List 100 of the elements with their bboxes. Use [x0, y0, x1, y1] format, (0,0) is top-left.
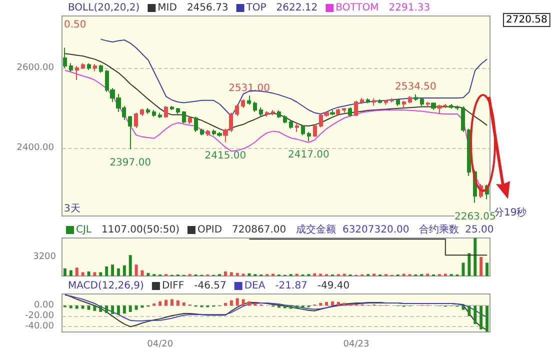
candlestick [128, 116, 132, 150]
candlestick [301, 124, 305, 136]
text: -46.57 [194, 280, 226, 292]
text: -21.87 [275, 280, 308, 292]
bar [468, 253, 471, 276]
bar [480, 306, 483, 330]
bar [99, 306, 102, 312]
candlestick [402, 100, 406, 108]
bar [176, 300, 180, 306]
bar [254, 302, 257, 306]
bar [182, 302, 186, 306]
candlestick [354, 100, 358, 116]
bar [289, 306, 292, 309]
bar [295, 306, 298, 308]
bar [116, 306, 120, 315]
candlestick [134, 112, 138, 128]
candlestick [164, 106, 168, 118]
bar [111, 306, 114, 314]
bar [242, 299, 245, 306]
bar [134, 264, 138, 276]
annotation: 0.50 [64, 20, 86, 30]
candlestick [265, 110, 269, 118]
candlestick [455, 105, 459, 110]
candlestick [372, 98, 376, 106]
y-tick-label: -20.00 [24, 311, 54, 322]
line-series [64, 294, 488, 322]
text: -49.40 [317, 280, 350, 292]
candlestick [271, 110, 275, 116]
bar [236, 272, 239, 276]
candlestick [449, 104, 453, 110]
annotation: 3天 [64, 204, 80, 214]
candlestick [307, 132, 311, 142]
legend-title: BOLL(20,20,2) [68, 2, 140, 14]
candlestick [253, 101, 257, 112]
candlestick [384, 100, 388, 106]
candlestick [247, 95, 251, 106]
bar [134, 306, 138, 310]
candlestick [93, 64, 97, 72]
annotation: 2397.00 [110, 158, 152, 169]
bar [81, 306, 84, 309]
bar [158, 301, 162, 306]
text: 3200 [33, 252, 56, 262]
annotation: 2531.00 [228, 83, 270, 94]
candlestick [283, 114, 287, 124]
bar [122, 265, 126, 276]
candlestick [146, 108, 150, 114]
candlestick [390, 98, 394, 103]
text: 2720.58 [506, 14, 548, 26]
candlestick [295, 124, 299, 132]
bar [336, 302, 340, 306]
candlestick [414, 94, 418, 102]
bar [474, 306, 477, 324]
candlestick [69, 62, 73, 72]
candlestick [420, 98, 424, 106]
candlestick [75, 66, 79, 80]
bar [122, 306, 126, 314]
candlestick [99, 64, 103, 74]
candlestick [200, 128, 204, 136]
bar [128, 255, 132, 276]
text: 2622.12 [276, 2, 318, 14]
candlestick [348, 106, 352, 118]
text: 2291.33 [388, 2, 430, 14]
candlestick [194, 116, 198, 132]
y-tick-label: 0.00 [34, 300, 54, 311]
bar [230, 272, 233, 276]
bar [468, 306, 471, 316]
annotation: 2415.00 [204, 150, 246, 162]
bar [486, 306, 489, 332]
bar [81, 272, 84, 276]
legend-label: CJL [76, 224, 92, 236]
x-tick-label: 04/23 [343, 340, 370, 349]
bar [474, 238, 477, 276]
x-tick-label: 04/20 [147, 340, 174, 349]
candlestick [336, 108, 340, 116]
candlestick [206, 130, 210, 136]
bar [170, 299, 174, 306]
bar [93, 306, 96, 311]
text: 2456.73 [186, 2, 228, 14]
bar [63, 268, 66, 276]
candlestick [170, 106, 174, 110]
legend-label: DEA [244, 280, 266, 292]
bar [313, 273, 316, 276]
line-series [64, 53, 488, 132]
bar [105, 266, 108, 276]
bar [342, 302, 346, 306]
text: 1107.00(50:50) [102, 224, 180, 236]
line-series [100, 38, 488, 117]
candlestick [360, 98, 364, 104]
candlestick [461, 106, 465, 132]
candlestick [378, 98, 382, 104]
candlestick [182, 110, 186, 124]
bar [224, 271, 227, 276]
bar [319, 302, 322, 306]
candlestick [366, 98, 370, 104]
y-tick-label: 2400.00 [16, 143, 54, 153]
bar [128, 306, 132, 312]
candlestick [158, 112, 162, 118]
candlestick [259, 106, 263, 116]
bar [164, 300, 168, 306]
bar [146, 272, 150, 276]
